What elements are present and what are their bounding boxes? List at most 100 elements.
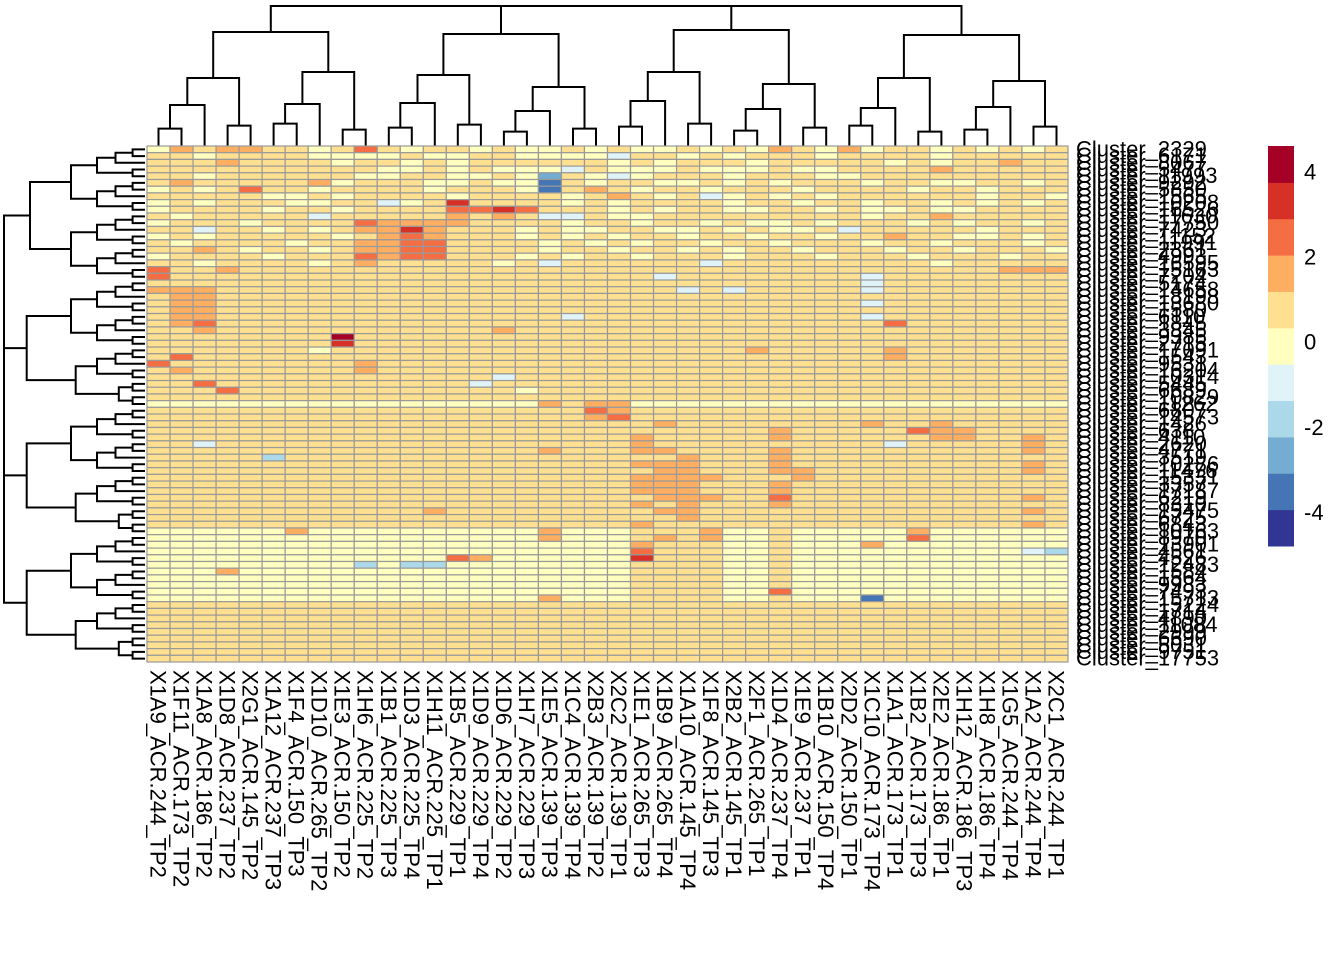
- heatmap-cell: [1021, 266, 1046, 274]
- heatmap-cell: [491, 252, 517, 261]
- row-label: Cluster_14658: [1076, 277, 1219, 302]
- heatmap-cell: [261, 493, 286, 502]
- heatmap-cell: [1021, 413, 1046, 422]
- heatmap-cell: [952, 286, 977, 295]
- heatmap-cell: [238, 487, 263, 496]
- heatmap-cell: [491, 199, 517, 207]
- heatmap-cell: [215, 493, 240, 502]
- heatmap-cell: [491, 527, 517, 536]
- heatmap-cell: [768, 500, 793, 509]
- heatmap-cell: [975, 192, 1000, 201]
- heatmap-cell: [330, 299, 355, 308]
- heatmap-cell: [307, 406, 332, 415]
- heatmap-cell: [745, 634, 770, 643]
- heatmap-cell: [215, 252, 240, 261]
- heatmap-cell: [629, 520, 655, 529]
- heatmap-cell: [169, 185, 194, 194]
- heatmap-cell: [745, 574, 770, 583]
- heatmap-cell: [929, 366, 954, 375]
- row-label: Cluster_4993: [1076, 244, 1207, 269]
- heatmap-cell: [675, 292, 701, 301]
- heatmap-cell: [445, 547, 470, 556]
- heatmap-cell: [468, 339, 493, 348]
- heatmap-cell: [975, 326, 1000, 335]
- heatmap-cell: [445, 621, 470, 630]
- heatmap-cell: [998, 185, 1023, 194]
- heatmap-cell: [768, 145, 793, 154]
- heatmap-cell: [791, 259, 816, 268]
- heatmap-cell: [952, 594, 977, 603]
- heatmap-cell: [675, 607, 701, 616]
- heatmap-cell: [952, 152, 977, 160]
- heatmap-cell: [1021, 346, 1046, 355]
- heatmap-cell: [745, 493, 770, 502]
- heatmap-cell: [998, 500, 1023, 509]
- heatmap-cell: [860, 319, 885, 328]
- dendrogram-branch: [226, 124, 252, 146]
- heatmap-cell: [606, 426, 632, 435]
- heatmap-cell: [307, 239, 332, 248]
- heatmap-cell: [606, 420, 632, 429]
- heatmap-cell: [998, 614, 1023, 623]
- heatmap-cell: [652, 379, 678, 388]
- heatmap-cell: [837, 393, 862, 402]
- heatmap-cell: [583, 339, 609, 348]
- heatmap-cell: [284, 513, 309, 522]
- heatmap-cell: [606, 333, 632, 341]
- heatmap-cell: [146, 580, 171, 589]
- heatmap-cell: [629, 379, 655, 388]
- heatmap-cell: [929, 158, 954, 167]
- row-label: Cluster_10314: [1076, 364, 1219, 389]
- heatmap-cell: [560, 654, 586, 663]
- heatmap-cell: [814, 152, 839, 160]
- heatmap-cell: [883, 366, 908, 375]
- heatmap-cell: [652, 453, 678, 462]
- heatmap-cell: [330, 574, 355, 583]
- heatmap-cell: [583, 413, 609, 422]
- heatmap-cell: [883, 232, 908, 241]
- heatmap-cell: [814, 493, 839, 502]
- heatmap-cell: [1021, 473, 1046, 482]
- heatmap-cell: [399, 353, 424, 362]
- heatmap-cell: [169, 212, 194, 221]
- heatmap-cell: [791, 326, 816, 335]
- heatmap-cell: [514, 266, 540, 274]
- heatmap-cell: [722, 534, 747, 542]
- heatmap-cell: [814, 647, 839, 656]
- heatmap-cell: [445, 259, 470, 268]
- heatmap-cell: [722, 259, 747, 268]
- heatmap-cell: [883, 560, 908, 569]
- heatmap-cell: [583, 386, 609, 395]
- heatmap-cell: [146, 607, 171, 616]
- heatmap-cell: [722, 339, 747, 348]
- column-label: X1C10_ACR.173_TP4: [859, 670, 884, 891]
- heatmap-cell: [768, 165, 793, 174]
- heatmap-cell: [261, 574, 286, 583]
- heatmap-cell: [192, 172, 217, 181]
- heatmap-cell: [745, 647, 770, 656]
- heatmap-cell: [883, 580, 908, 589]
- heatmap-cell: [537, 232, 563, 241]
- dendrogram-branch: [131, 590, 145, 600]
- heatmap-cell: [307, 493, 332, 502]
- heatmap-cell: [837, 574, 862, 583]
- heatmap-cell: [422, 621, 447, 630]
- heatmap-cell: [560, 299, 586, 308]
- heatmap-cell: [238, 266, 263, 274]
- heatmap-cell: [583, 473, 609, 482]
- heatmap-cell: [1044, 420, 1069, 429]
- heatmap-cell: [675, 178, 701, 187]
- heatmap-cell: [514, 621, 540, 630]
- heatmap-cell: [376, 299, 401, 308]
- heatmap-cell: [284, 346, 309, 355]
- heatmap-cell: [791, 373, 816, 382]
- heatmap-cell: [445, 513, 470, 522]
- heatmap-cell: [952, 205, 977, 214]
- heatmap-cell: [514, 346, 540, 355]
- heatmap-cell: [583, 266, 609, 274]
- heatmap-cell: [791, 266, 816, 274]
- heatmap-cell: [537, 185, 563, 194]
- heatmap-cell: [468, 500, 493, 509]
- heatmap-cell: [722, 420, 747, 429]
- heatmap-cell: [698, 621, 724, 630]
